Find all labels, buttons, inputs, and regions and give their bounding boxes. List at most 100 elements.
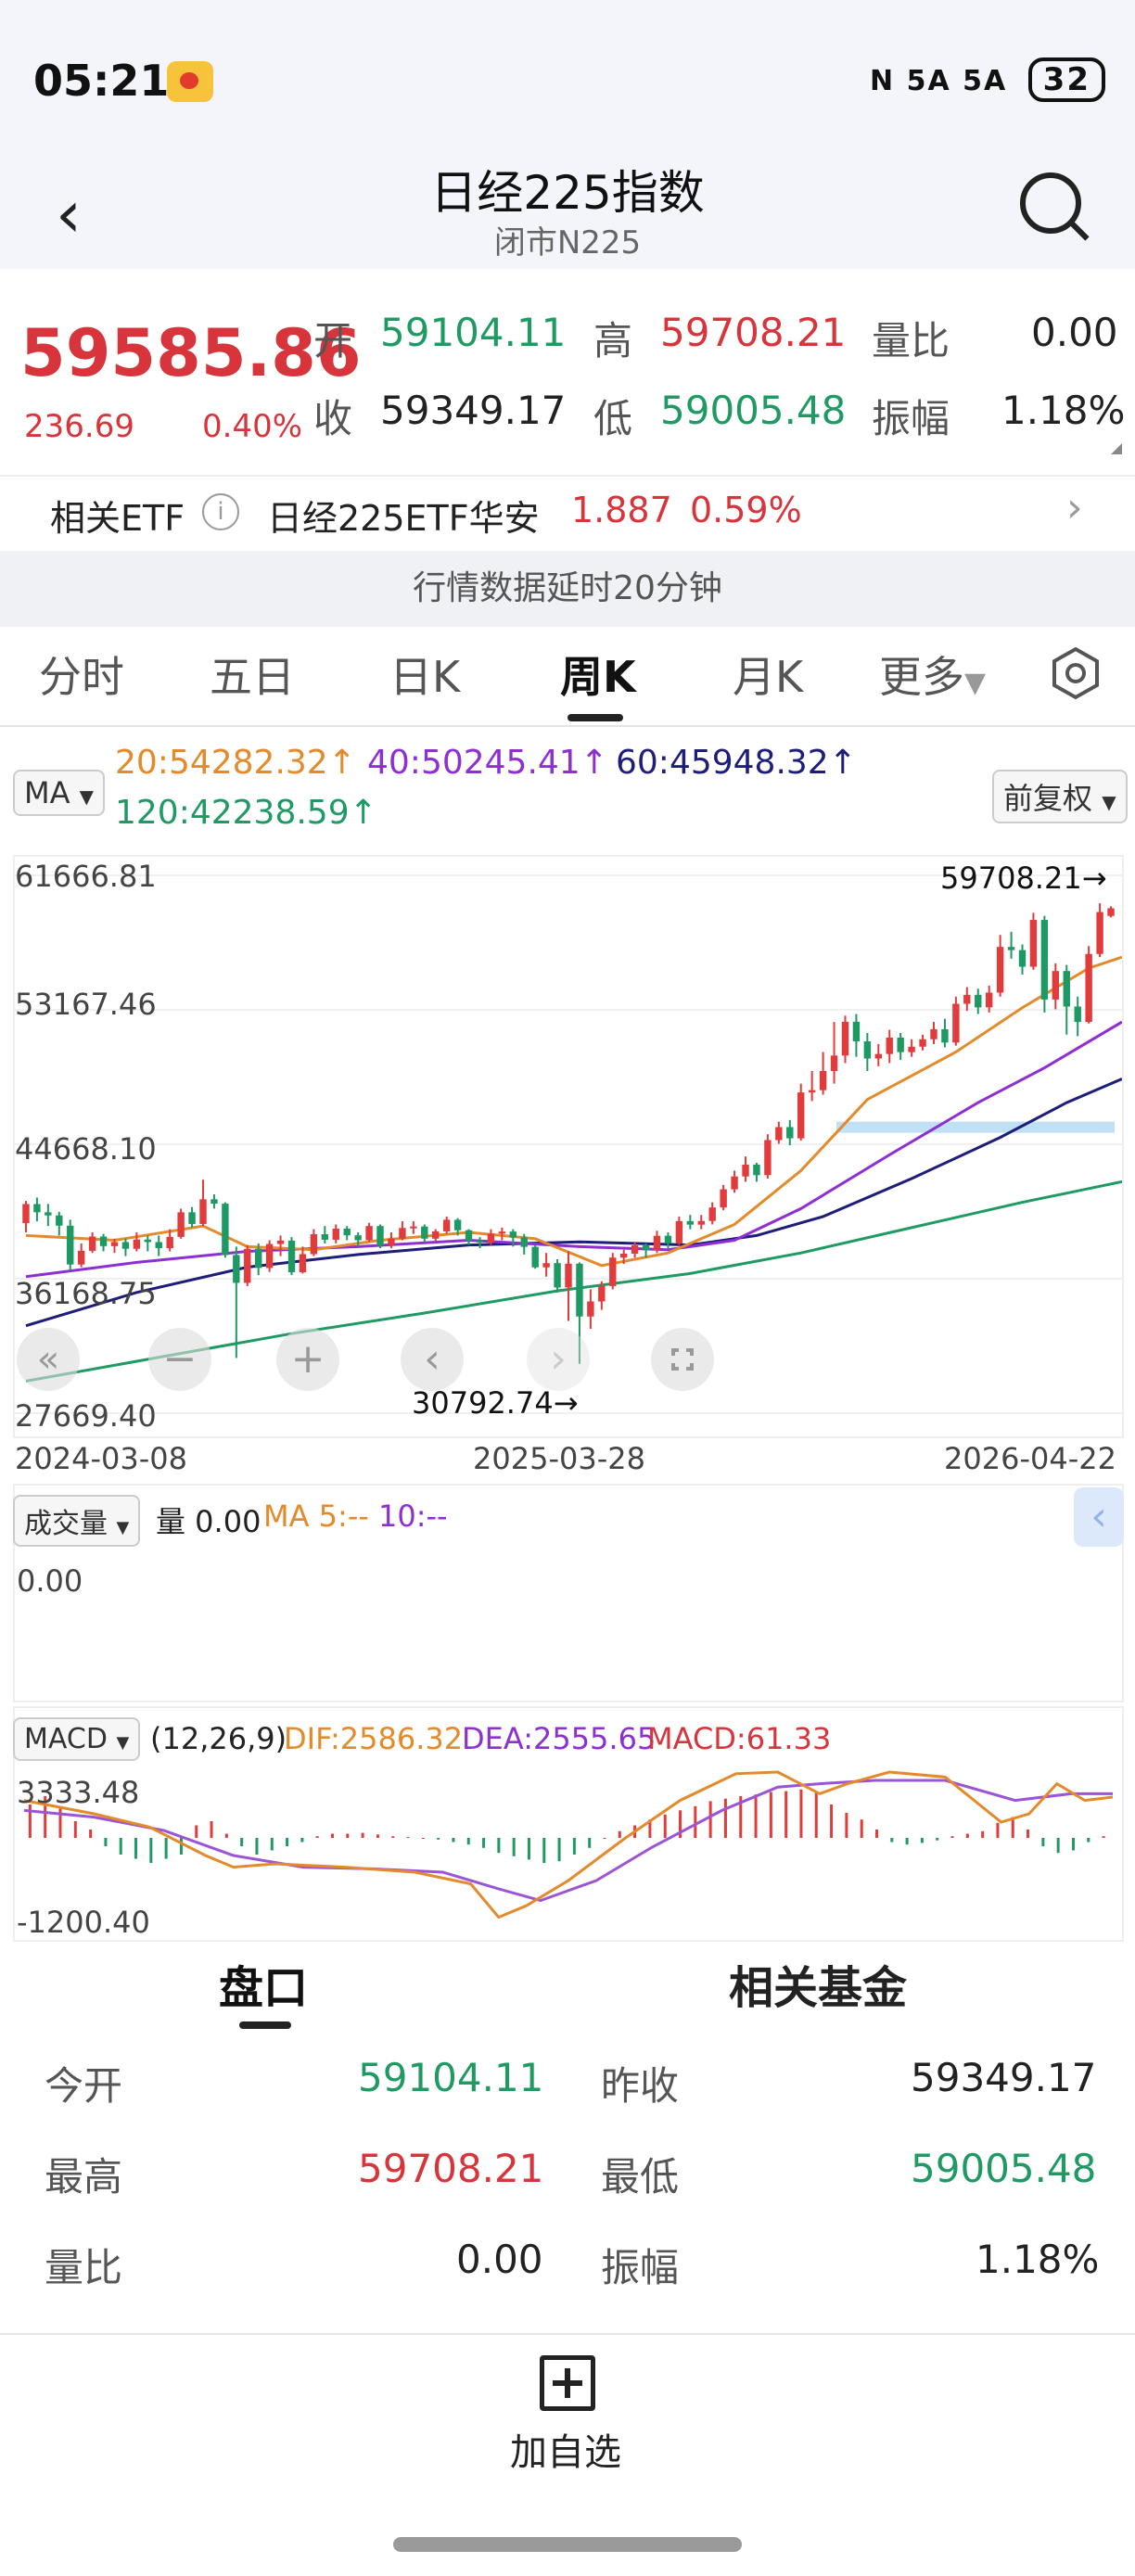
candle-body	[1029, 920, 1038, 967]
tab-monthly-k[interactable]: 月K	[733, 652, 804, 702]
low-label: 低	[593, 396, 633, 441]
dif-line	[23, 1770, 1114, 1919]
candle-body	[598, 1285, 606, 1302]
macd-bar	[588, 1838, 592, 1848]
candle-body	[975, 994, 982, 1008]
prev-close-label: 昨收	[601, 2063, 680, 2109]
candle-body	[619, 1253, 628, 1258]
candle-body	[56, 1215, 63, 1226]
macd-bar	[769, 1792, 772, 1838]
macd-bar	[255, 1838, 259, 1855]
etf-bar[interactable]	[0, 475, 1135, 553]
macd-bar	[240, 1838, 244, 1846]
candle-body	[952, 1003, 960, 1043]
settings-hex-icon[interactable]	[1048, 645, 1103, 711]
candle-body	[609, 1257, 617, 1286]
scroll-left-icon[interactable]: ‹	[401, 1328, 464, 1391]
price-change: 236.69	[24, 408, 134, 445]
tab-weekly-k[interactable]: 周K	[560, 652, 636, 702]
expand-corner-icon[interactable]	[1111, 443, 1122, 454]
macd-bar	[331, 1833, 335, 1838]
tab-more[interactable]: 更多▼	[879, 644, 986, 705]
macd-selector[interactable]: MACD ▼	[13, 1717, 141, 1761]
macd-bar	[784, 1791, 788, 1838]
dropdown-icon: ▼	[116, 1733, 130, 1753]
fullscreen-icon[interactable]	[651, 1328, 714, 1391]
ma-selector[interactable]: MA ▼	[13, 770, 106, 816]
candle-body	[365, 1226, 373, 1241]
candle-body	[276, 1240, 285, 1244]
candle-body	[753, 1165, 760, 1176]
collapse-panel-icon[interactable]: ‹	[1074, 1487, 1124, 1547]
add-watchlist-icon[interactable]	[540, 2355, 595, 2411]
candle-body	[299, 1254, 307, 1272]
macd-bar	[542, 1838, 546, 1863]
weibo-icon	[167, 61, 213, 102]
candle-body	[188, 1212, 196, 1224]
macd-bar	[210, 1821, 213, 1838]
candle-body	[67, 1225, 74, 1265]
candle-body	[476, 1241, 484, 1243]
macd-bar	[663, 1814, 667, 1838]
candle-body	[587, 1301, 594, 1317]
macd-dea: DEA:2555.65	[462, 1721, 657, 1756]
adjust-selector[interactable]: 前复权 ▼	[992, 770, 1128, 823]
close-label: 收	[313, 396, 353, 441]
macd-bar	[224, 1833, 228, 1838]
tab-related-funds[interactable]: 相关基金	[729, 1962, 908, 2014]
macd-panel[interactable]	[13, 1706, 1124, 1942]
zoom-out-icon[interactable]: −	[148, 1328, 211, 1391]
volume-value: 0.00	[17, 1563, 83, 1599]
kline-chart[interactable]	[13, 855, 1124, 1438]
tab-order-book[interactable]: 盘口	[219, 1962, 309, 2014]
info-icon[interactable]: i	[202, 493, 239, 530]
delay-notice: 行情数据延时20分钟	[0, 551, 1135, 627]
prev-close-value: 59349.17	[911, 2055, 1097, 2100]
dropdown-icon: ▼	[964, 667, 987, 699]
high-label: 高	[593, 318, 633, 363]
macd-bar	[618, 1830, 621, 1838]
macd-bar	[875, 1830, 879, 1838]
search-icon[interactable]	[1020, 172, 1081, 234]
candle-body	[697, 1220, 705, 1225]
ma120-line	[25, 1180, 1123, 1383]
ma40-value: 40:50245.41↑	[367, 744, 608, 782]
macd-bar	[44, 1796, 47, 1838]
ma-chip-label: MA	[24, 775, 70, 810]
tab-five-day[interactable]: 五日	[210, 652, 295, 702]
macd-bar	[512, 1838, 516, 1856]
y-tick-3: 36168.75	[15, 1276, 157, 1311]
open-value: 59104.11	[380, 310, 567, 355]
back-button[interactable]: ‹	[56, 176, 82, 252]
tab-daily-k[interactable]: 日K	[389, 652, 461, 702]
candle-body	[1085, 953, 1092, 1023]
tab-intraday[interactable]: 分时	[39, 652, 124, 702]
candle-body	[963, 994, 971, 1004]
dropdown-icon: ▼	[1102, 791, 1116, 813]
candle-body	[897, 1037, 904, 1052]
candle-body	[487, 1233, 495, 1243]
candle-body	[410, 1226, 417, 1229]
zoom-in-icon[interactable]: +	[276, 1328, 339, 1391]
add-watchlist-button[interactable]: 加自选	[510, 2431, 621, 2474]
home-indicator[interactable]	[393, 2537, 742, 2552]
active-detail-tab-indicator	[239, 2021, 291, 2029]
candle-body	[399, 1228, 406, 1239]
candle-body	[1107, 908, 1115, 916]
macd-bar	[28, 1804, 32, 1838]
scroll-left-fast-icon[interactable]: «	[17, 1328, 80, 1391]
scroll-right-icon[interactable]: ›	[527, 1328, 590, 1391]
macd-bar	[406, 1837, 410, 1839]
macd-bar	[860, 1819, 863, 1838]
macd-bar	[73, 1821, 77, 1838]
macd-chip-label: MACD	[24, 1723, 108, 1755]
candle-body	[509, 1231, 517, 1238]
low-value: 59005.48	[660, 388, 847, 433]
volume-ratio-label: 量比	[45, 2245, 123, 2290]
volume-selector[interactable]: 成交量 ▼	[13, 1495, 141, 1547]
active-tab-indicator	[568, 714, 623, 721]
candle-body	[354, 1235, 362, 1241]
chevron-right-icon[interactable]: ›	[1066, 484, 1083, 531]
day-high-value: 59708.21	[358, 2146, 544, 2191]
volume-panel[interactable]	[13, 1484, 1124, 1702]
